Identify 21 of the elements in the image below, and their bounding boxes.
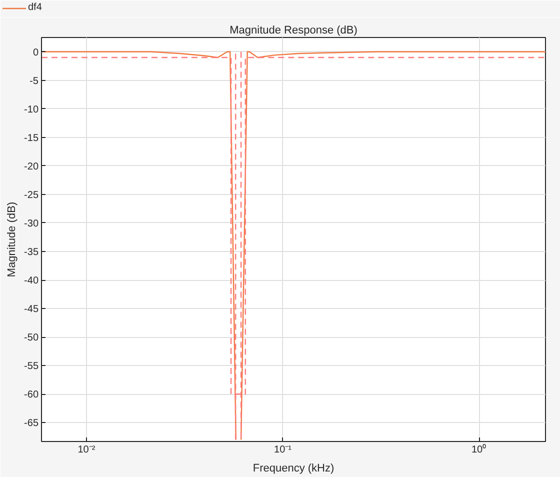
y-tick-label: -45 [24,304,39,316]
x-tick-label: 10⁻¹ [274,444,292,456]
y-tick-label: -60 [24,390,39,401]
y-tick-label: -25 [24,190,39,201]
y-tick-label: -15 [24,132,39,144]
y-tick-label: 0 [32,47,39,58]
y-tick-label: -10 [24,104,39,116]
y-tick-label: -30 [24,218,39,230]
y-tick-label: -40 [24,276,39,287]
y-axis-title: Magnitude (dB) [6,202,18,278]
x-tick-label: 10⁻² [78,444,96,456]
y-tick-label: -50 [24,332,39,344]
y-tick-label: -65 [24,418,39,430]
y-tick-label: -55 [24,361,39,372]
chart-title: Magnitude Response (dB) [230,24,358,36]
legend-label: df4 [28,2,43,13]
y-tick-label: -20 [24,161,39,172]
x-axis-title: Frequency (kHz) [252,462,334,474]
x-tick-label: 10⁰ [472,444,487,456]
y-tick-label: -5 [30,76,39,87]
y-tick-label: -35 [24,246,39,258]
